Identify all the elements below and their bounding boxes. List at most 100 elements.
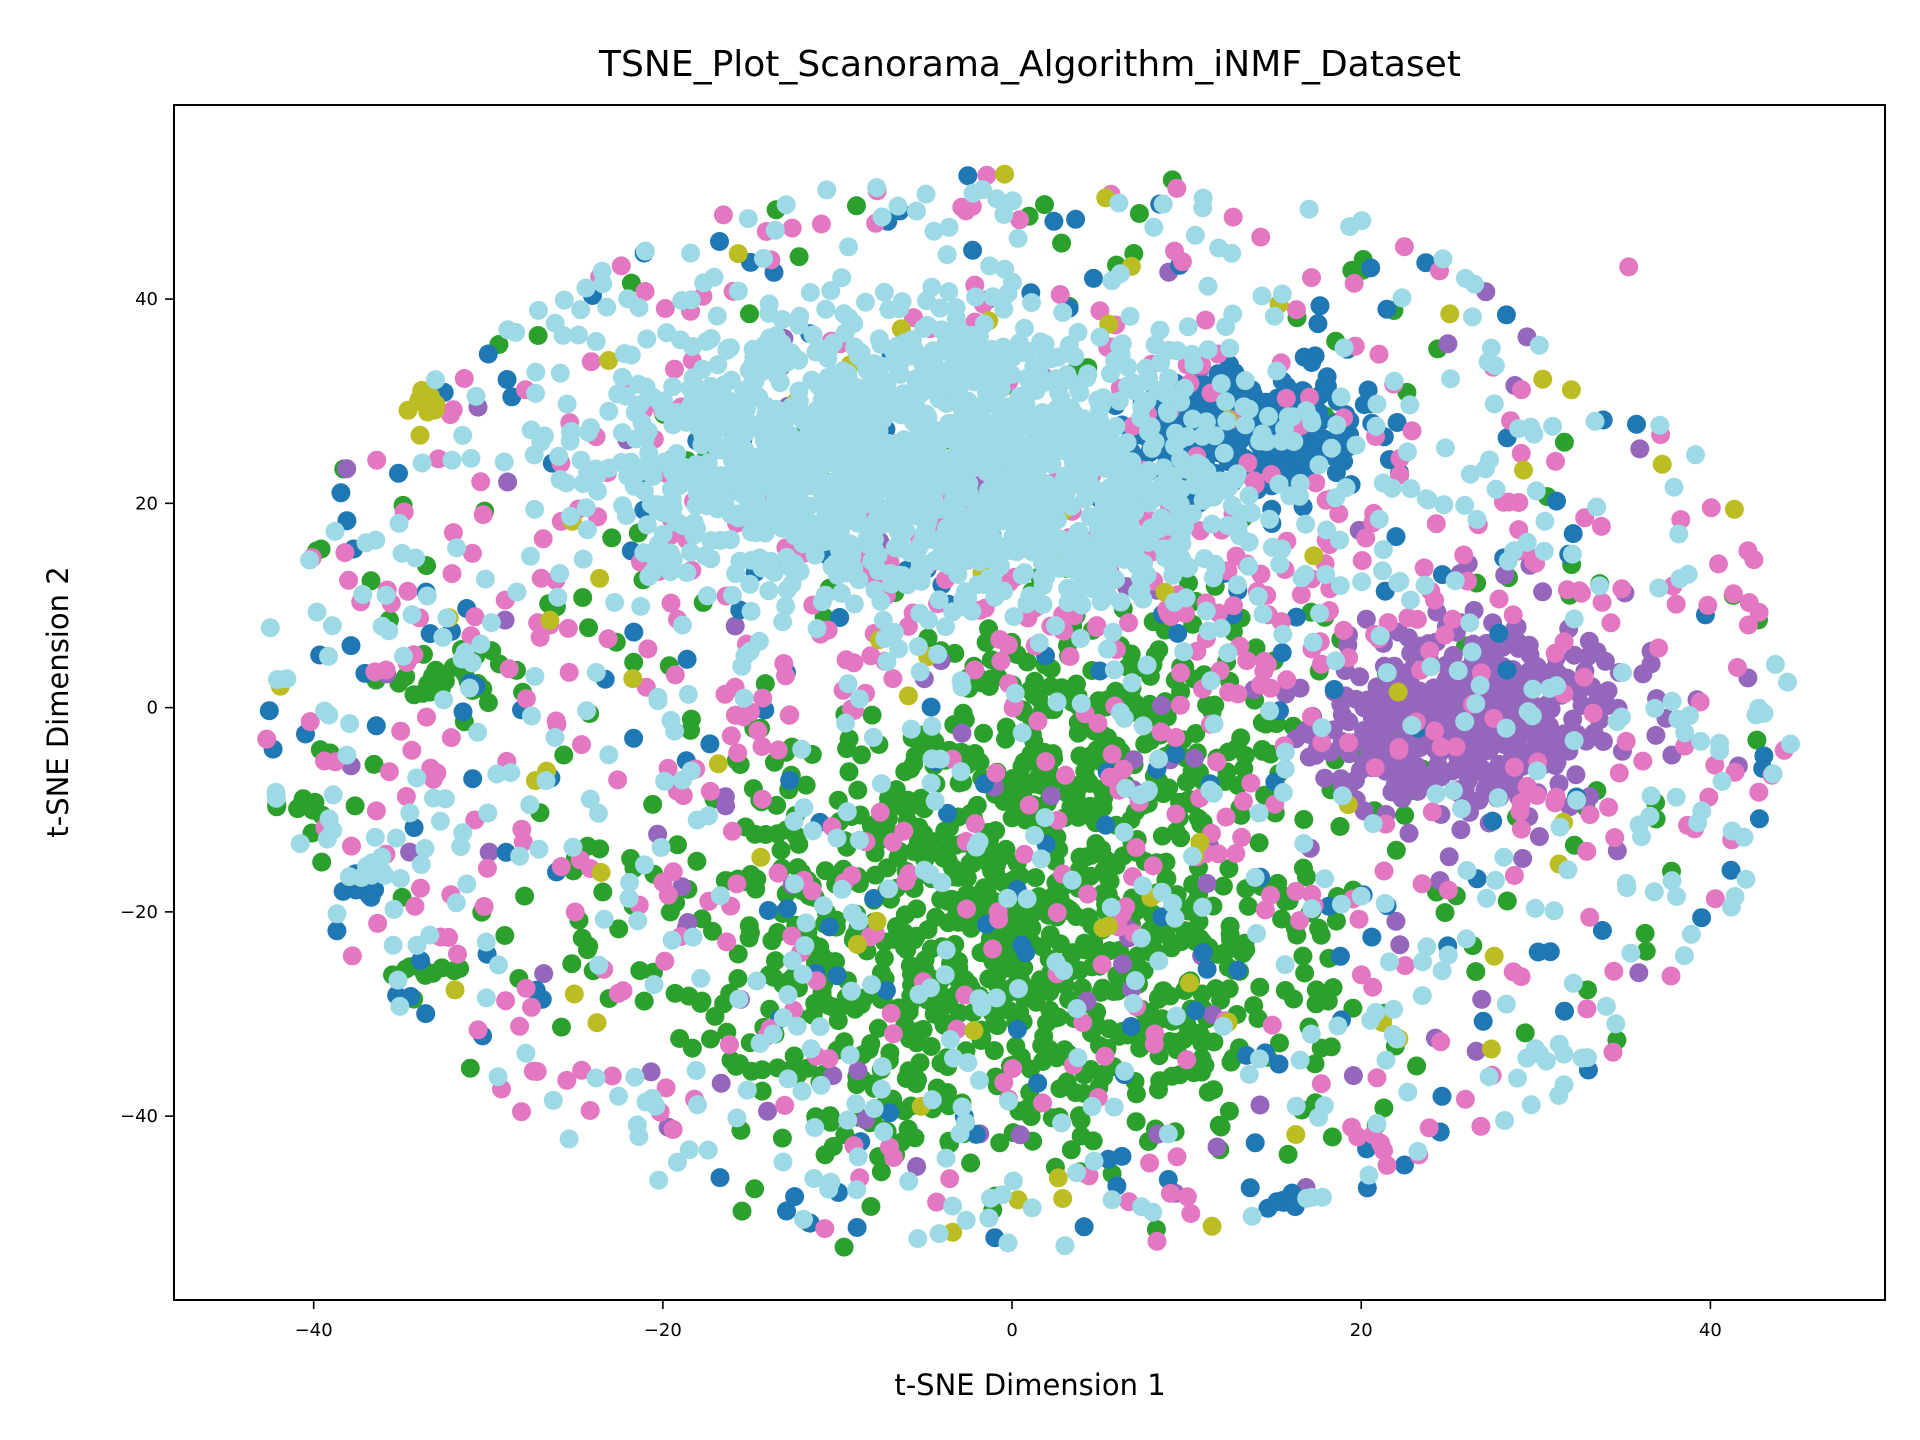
scatter-point: [396, 787, 416, 806]
scatter-point: [366, 801, 386, 821]
scatter-point: [1563, 524, 1583, 544]
scatter-point: [1525, 898, 1545, 918]
scatter-point: [839, 237, 858, 257]
scatter-point: [710, 1168, 730, 1188]
scatter-point: [352, 868, 371, 887]
scatter-point: [1090, 661, 1110, 681]
scatter-point: [1351, 886, 1371, 906]
scatter-point: [365, 827, 385, 847]
scatter-point: [1511, 819, 1531, 839]
scatter-point: [1144, 217, 1164, 237]
scatter-point: [907, 899, 927, 919]
scatter-point: [681, 542, 701, 562]
scatter-point: [415, 839, 435, 858]
scatter-point: [1152, 924, 1171, 944]
scatter-point: [1270, 554, 1290, 574]
scatter-point: [1306, 980, 1326, 1000]
scatter-point: [551, 857, 571, 877]
scatter-point: [1778, 672, 1797, 692]
scatter-point: [1583, 703, 1603, 723]
scatter-point: [777, 1201, 796, 1221]
scatter-point: [1223, 304, 1243, 324]
scatter-point: [1026, 868, 1046, 888]
scatter-point: [841, 981, 861, 1001]
scatter-point: [1564, 609, 1584, 629]
scatter-point: [912, 845, 932, 864]
scatter-point: [990, 470, 1010, 490]
scatter-point: [937, 245, 957, 265]
scatter-point: [1098, 456, 1117, 476]
x-tick-label: 20: [1350, 1320, 1373, 1341]
scatter-point: [1082, 1097, 1102, 1116]
scatter-point: [528, 326, 548, 345]
scatter-point: [1322, 1127, 1342, 1147]
scatter-point: [1311, 654, 1331, 674]
scatter-point: [528, 300, 548, 320]
scatter-point: [983, 287, 1003, 307]
scatter-point: [1275, 742, 1295, 762]
scatter-point: [1407, 1056, 1427, 1076]
scatter-point: [586, 663, 606, 682]
scatter-point: [461, 448, 481, 468]
scatter-point: [1166, 804, 1186, 824]
scatter-point: [1547, 676, 1566, 696]
x-tick-label: −40: [295, 1320, 333, 1341]
scatter-point: [876, 981, 896, 1000]
scatter-point: [1222, 496, 1242, 515]
scatter-point: [936, 617, 956, 637]
scatter-point: [830, 608, 850, 627]
scatter-point: [549, 446, 569, 466]
scatter-point: [727, 874, 747, 894]
scatter-point: [960, 853, 980, 873]
scatter-point: [1705, 889, 1725, 909]
scatter-point: [1554, 432, 1574, 452]
scatter-point: [1393, 763, 1413, 783]
scatter-point: [974, 878, 994, 898]
scatter-point: [634, 481, 654, 501]
scatter-point: [1010, 1002, 1030, 1022]
scatter-point: [1412, 986, 1432, 1006]
scatter-point: [1228, 684, 1248, 704]
scatter-point: [958, 166, 978, 186]
scatter-point: [1110, 264, 1130, 284]
scatter-point: [1284, 989, 1304, 1009]
scatter-point: [410, 425, 430, 445]
scatter-point: [1066, 1083, 1085, 1103]
scatter-point: [912, 409, 932, 429]
scatter-point: [1339, 733, 1359, 753]
scatter-point: [337, 459, 357, 479]
scatter-point: [828, 1011, 848, 1031]
scatter-point: [1060, 647, 1080, 666]
scatter-point: [322, 616, 342, 636]
scatter-point: [1736, 869, 1756, 889]
scatter-point: [1496, 305, 1516, 325]
scatter-point: [1050, 285, 1070, 304]
scatter-point: [591, 863, 611, 882]
scatter-point: [1481, 1039, 1501, 1059]
scatter-point: [1167, 178, 1187, 198]
scatter-point: [1025, 826, 1044, 845]
scatter-point: [1514, 460, 1533, 480]
scatter-point: [1102, 744, 1122, 764]
scatter-point: [446, 893, 466, 913]
scatter-point: [1131, 579, 1151, 599]
scatter-point: [1244, 471, 1264, 491]
scatter-point: [847, 1075, 867, 1095]
scatter-point: [624, 652, 644, 672]
scatter-point: [393, 646, 413, 666]
scatter-point: [1116, 897, 1136, 917]
scatter-point: [1334, 620, 1354, 640]
scatter-point: [599, 401, 619, 421]
scatter-point: [1603, 1042, 1623, 1062]
scatter-point: [713, 205, 733, 225]
scatter-point: [938, 1083, 957, 1103]
scatter-point: [635, 282, 655, 301]
scatter-point: [1044, 211, 1064, 231]
scatter-point: [662, 461, 682, 481]
scatter-point: [1701, 498, 1721, 518]
scatter-point: [772, 1128, 792, 1148]
scatter-point: [1592, 592, 1612, 612]
scatter-point: [1226, 546, 1246, 566]
scatter-point: [1159, 368, 1179, 388]
scatter-point: [1310, 296, 1330, 316]
